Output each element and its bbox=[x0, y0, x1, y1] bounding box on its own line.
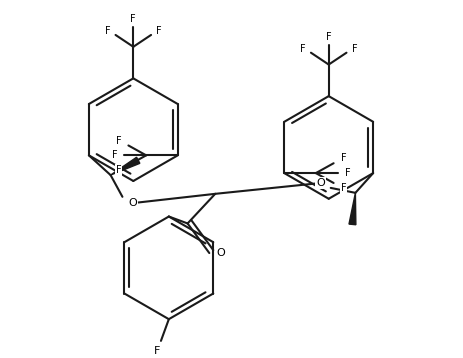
Polygon shape bbox=[348, 193, 355, 225]
Text: F: F bbox=[115, 165, 121, 175]
Text: F: F bbox=[153, 346, 160, 356]
Text: F: F bbox=[351, 44, 357, 54]
Text: F: F bbox=[112, 150, 117, 160]
Text: O: O bbox=[316, 178, 325, 188]
Text: F: F bbox=[130, 14, 136, 24]
Text: F: F bbox=[156, 26, 162, 36]
Text: F: F bbox=[300, 44, 305, 54]
Text: O: O bbox=[216, 248, 225, 258]
Text: F: F bbox=[325, 32, 331, 42]
Text: F: F bbox=[344, 168, 350, 178]
Text: F: F bbox=[115, 136, 121, 146]
Polygon shape bbox=[110, 157, 139, 175]
Text: O: O bbox=[128, 198, 137, 208]
Text: F: F bbox=[340, 183, 345, 193]
Text: F: F bbox=[105, 26, 110, 36]
Text: F: F bbox=[340, 153, 345, 163]
